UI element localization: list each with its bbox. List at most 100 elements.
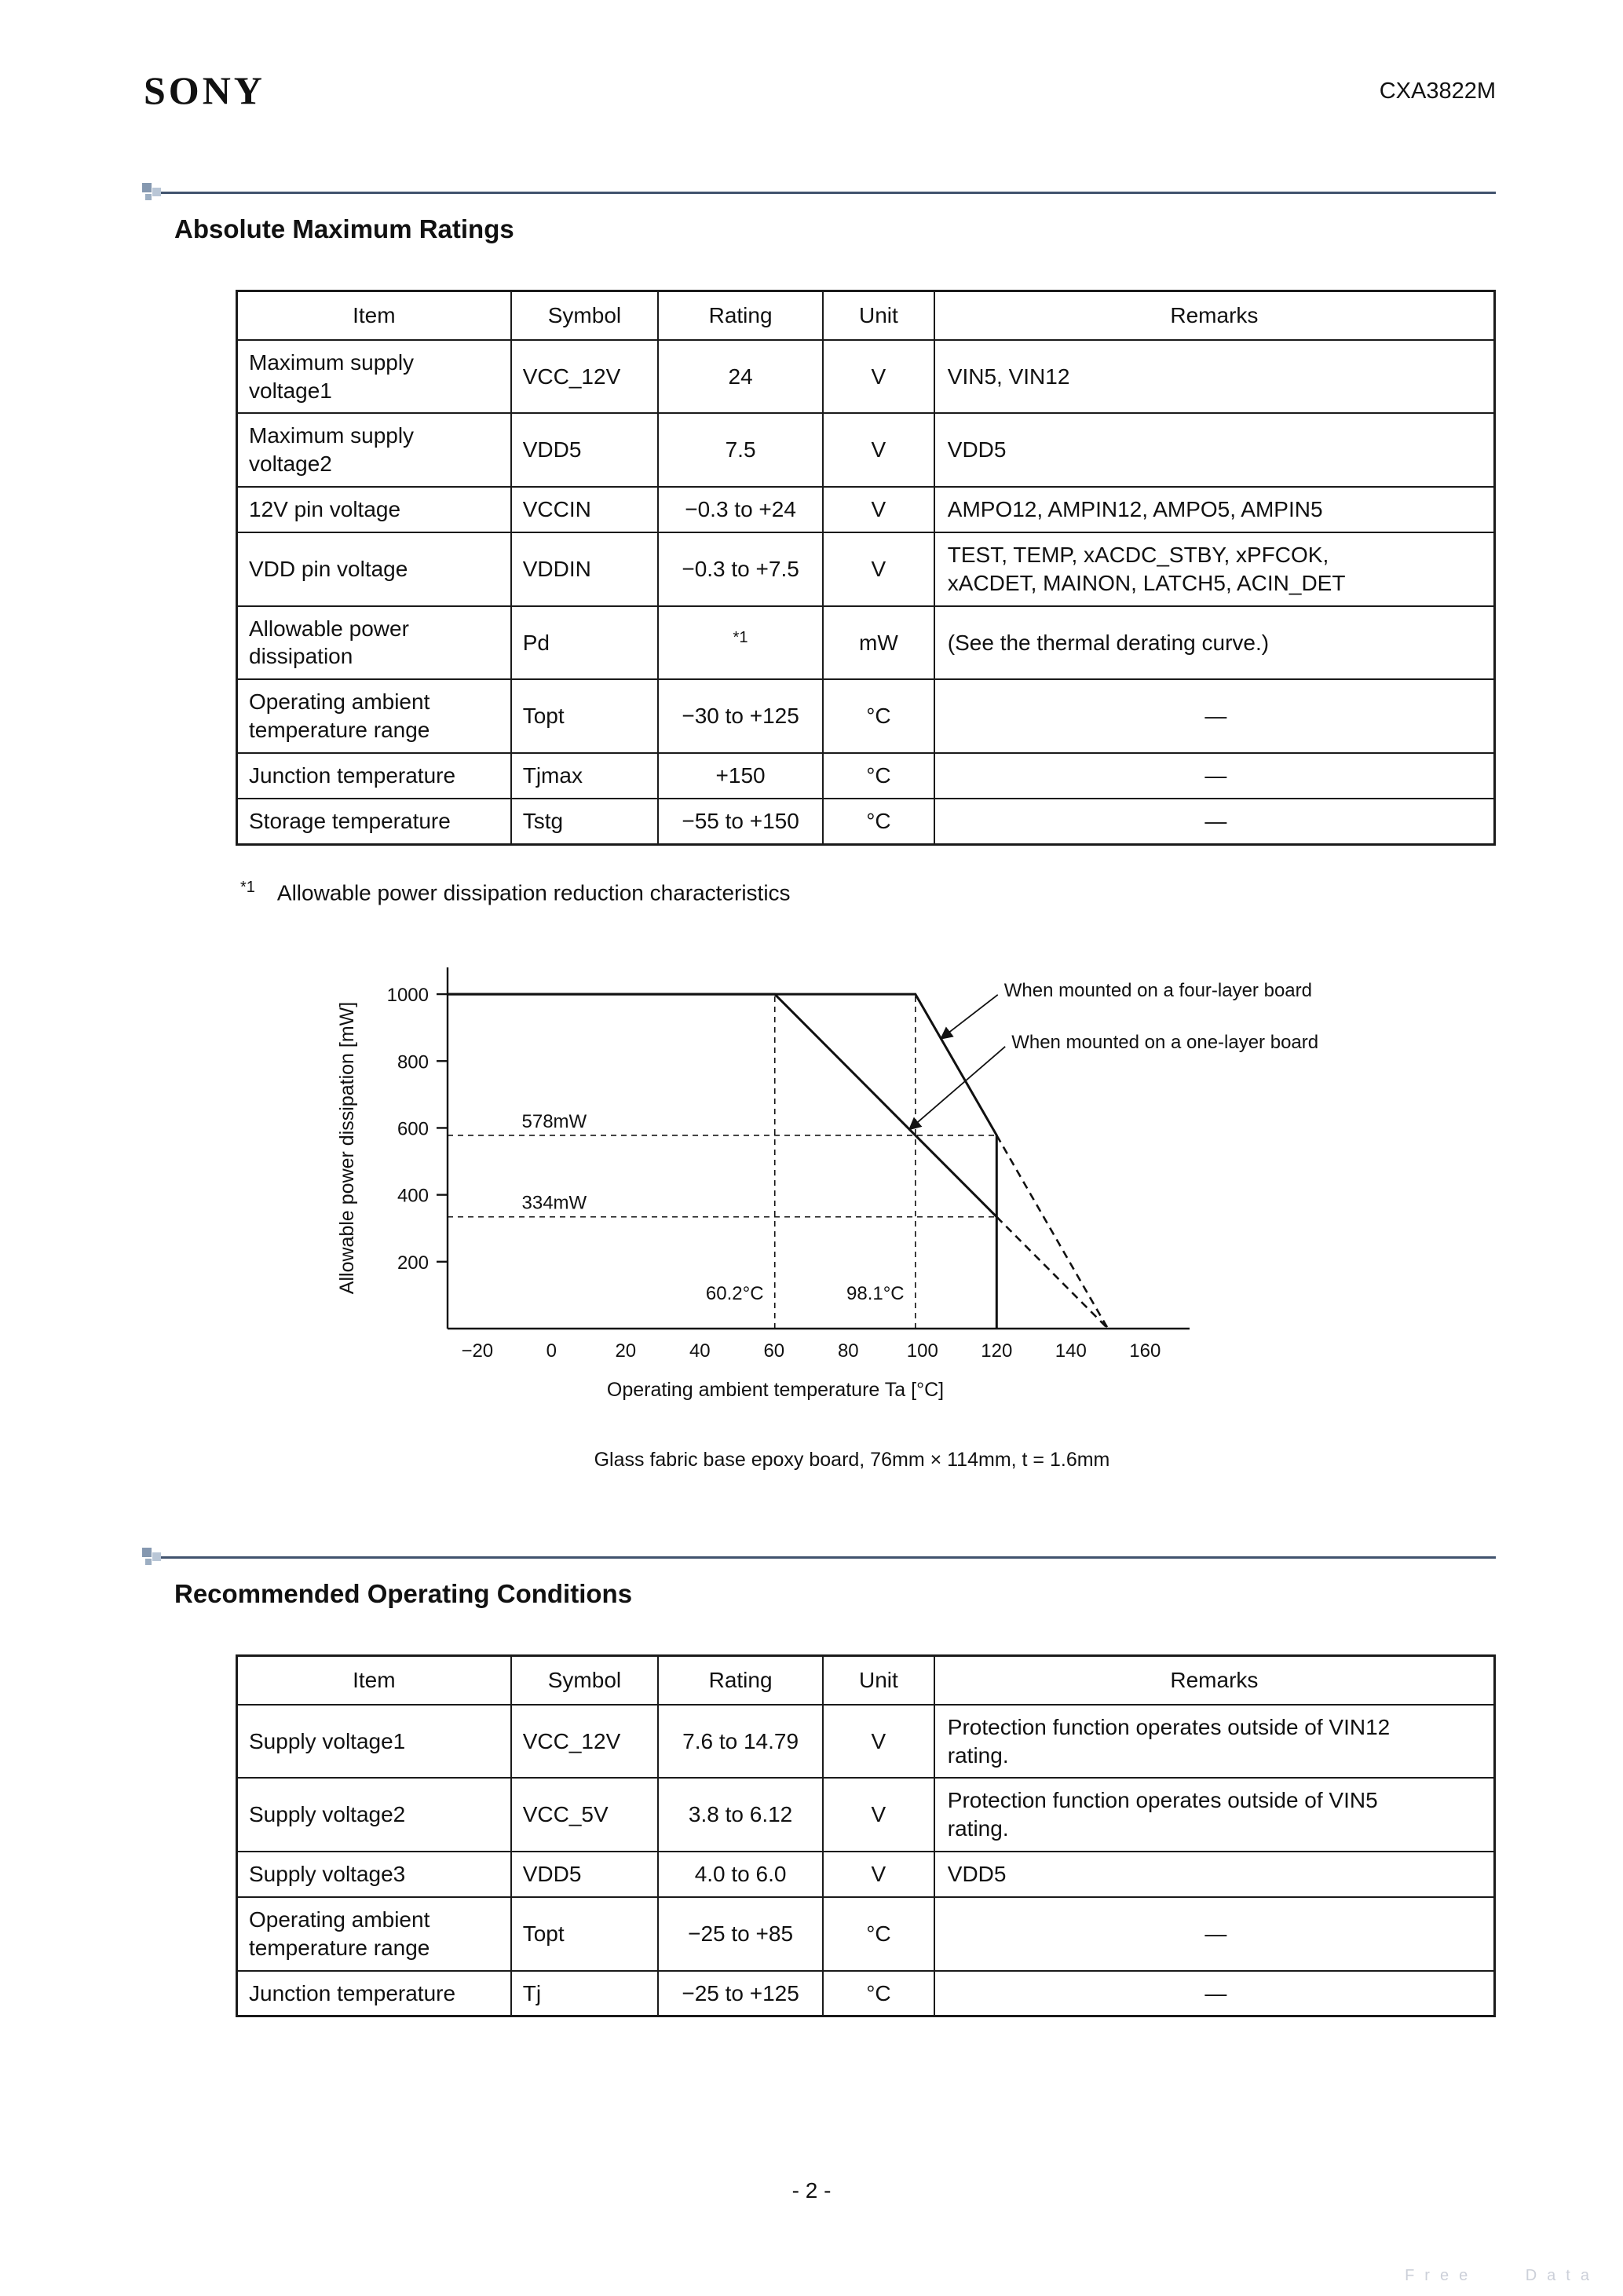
sony-logo: SONY bbox=[144, 68, 265, 112]
page-header: SONY CXA3822M bbox=[144, 68, 1496, 113]
table-cell: V bbox=[822, 1777, 935, 1853]
x-tick-label: 60 bbox=[763, 1340, 784, 1362]
table-cell: Tj bbox=[510, 1969, 660, 2017]
table-row: Supply voltage3 VDD5 4.0 to 6.0 V VDD5 bbox=[236, 1851, 1496, 1898]
table-cell: V bbox=[822, 486, 935, 533]
table-cell: Storage temperature bbox=[236, 797, 512, 846]
x-tick-label: 140 bbox=[1055, 1340, 1087, 1362]
y-tick-label: 600 bbox=[397, 1118, 429, 1139]
table-cell: 24 bbox=[657, 338, 824, 415]
table-cell: Supply voltage1 bbox=[236, 1703, 512, 1779]
y-tick-label: 200 bbox=[397, 1252, 429, 1274]
table-cell: Operating ambient temperature range bbox=[236, 678, 512, 754]
one-layer-board-line bbox=[448, 993, 998, 1218]
table-cell: −0.3 to +24 bbox=[657, 486, 824, 533]
table-row: Maximum supply voltage1 VCC_12V 24 V VIN5, V… bbox=[236, 338, 1496, 415]
y-tick-label: 1000 bbox=[387, 985, 429, 1006]
corner-decoration-icon bbox=[142, 1547, 164, 1570]
column-header-rating: Rating bbox=[657, 1654, 824, 1706]
table-row: Operating ambient temperature range Topt −… bbox=[236, 678, 1496, 754]
footnote-marker: *1 bbox=[240, 878, 255, 896]
table-cell: VIN5, VIN12 bbox=[933, 338, 1496, 415]
table-cell: Maximum supply voltage2 bbox=[236, 412, 512, 488]
absolute-maximum-ratings-table: Item Symbol Rating Unit Remarks Maximum supp… bbox=[236, 290, 1496, 846]
x-tick-label: 40 bbox=[689, 1340, 711, 1362]
table-cell: +150 bbox=[657, 751, 824, 799]
table-cell: V bbox=[822, 412, 935, 488]
table-cell: AMPO12, AMPIN12, AMPO5, AMPIN5 bbox=[933, 486, 1496, 533]
x-axis-title: Operating ambient temperature Ta [°C] bbox=[607, 1379, 944, 1401]
derating-chart: 60.2°C 98.1°C 578mW 334mW 200 400 600 800 1000 −2… bbox=[336, 967, 1318, 1401]
table-row: Supply voltage2 VCC_5V 3.8 to 6.12 V Protect… bbox=[236, 1777, 1496, 1853]
table-cell: — bbox=[933, 1969, 1496, 2017]
column-header-unit: Unit bbox=[822, 1654, 935, 1706]
table-cell: 4.0 to 6.0 bbox=[657, 1851, 824, 1898]
y-tick-label: 400 bbox=[397, 1186, 429, 1207]
derating-chart-block: 60.2°C 98.1°C 578mW 334mW 200 400 600 800 1000 −2… bbox=[330, 932, 1374, 1472]
table-cell: — bbox=[933, 797, 1496, 846]
table-cell: V bbox=[822, 1851, 935, 1898]
table-cell: (See the thermal derating curve.) bbox=[933, 605, 1496, 681]
table-cell: 7.6 to 14.79 bbox=[657, 1703, 824, 1779]
section-title-recommended-operating-conditions: Recommended Operating Conditions bbox=[174, 1578, 633, 1608]
footnote-text: Allowable power dissipation reduction ch… bbox=[276, 879, 791, 905]
table-cell: mW bbox=[822, 605, 935, 681]
column-header-symbol: Symbol bbox=[510, 290, 660, 341]
table-cell: Operating ambient temperature range bbox=[236, 1896, 512, 1972]
table-cell: — bbox=[933, 678, 1496, 754]
table-row: Junction temperature Tj −25 to +125 °C — bbox=[236, 1969, 1496, 2017]
table-cell: VDD5 bbox=[510, 412, 660, 488]
ref-hlabel: 578mW bbox=[522, 1111, 587, 1132]
footnote: *1 Allowable power dissipation reduction … bbox=[240, 879, 1623, 905]
y-axis-title: Allowable power dissipation [mW] bbox=[336, 1002, 358, 1294]
ref-vlabel: 98.1°C bbox=[846, 1283, 905, 1304]
x-tick-label: 20 bbox=[615, 1340, 636, 1362]
table-cell: 3.8 to 6.12 bbox=[657, 1777, 824, 1853]
page-number: - 2 - bbox=[791, 2178, 832, 2203]
table-row: Storage temperature Tstg −55 to +150 °C — bbox=[236, 797, 1496, 846]
table-cell: VDD5 bbox=[933, 1851, 1496, 1898]
table-cell: −55 to +150 bbox=[657, 797, 824, 846]
annotation-label: When mounted on a four-layer board bbox=[1004, 980, 1312, 1001]
table-cell: °C bbox=[822, 751, 935, 799]
annotation-leader bbox=[940, 994, 999, 1040]
table-row: 12V pin voltage VCCIN −0.3 to +24 V AMPO12, … bbox=[236, 486, 1496, 533]
annotation-leader bbox=[908, 1046, 1006, 1131]
table-cell: −0.3 to +7.5 bbox=[657, 531, 824, 607]
table-cell: V bbox=[822, 338, 935, 415]
section-title-absolute-maximum-ratings: Absolute Maximum Ratings bbox=[174, 214, 514, 243]
annotation-label: When mounted on a one-layer board bbox=[1011, 1032, 1318, 1053]
section-divider bbox=[142, 183, 1496, 200]
table-cell: Topt bbox=[510, 1896, 660, 1972]
ref-vlabel: 60.2°C bbox=[706, 1283, 764, 1304]
table-cell: Supply voltage2 bbox=[236, 1777, 512, 1853]
x-tick-label: 160 bbox=[1129, 1340, 1161, 1362]
table-cell: Pd bbox=[510, 605, 660, 681]
table-cell: VDD pin voltage bbox=[236, 531, 512, 607]
table-row: Operating ambient temperature range Topt −… bbox=[236, 1896, 1496, 1972]
column-header-symbol: Symbol bbox=[510, 1654, 660, 1706]
column-header-unit: Unit bbox=[822, 290, 935, 341]
ref-hlabel: 334mW bbox=[522, 1193, 587, 1214]
table-row: VDD pin voltage VDDIN −0.3 to +7.5 V TEST, T… bbox=[236, 531, 1496, 607]
x-tick-label: 100 bbox=[907, 1340, 938, 1362]
table-cell: Junction temperature bbox=[236, 1969, 512, 2017]
table-cell: VCC_12V bbox=[510, 338, 660, 415]
table-row: Maximum supply voltage2 VDD5 7.5 V VDD5 bbox=[236, 412, 1496, 488]
table-cell: VDDIN bbox=[510, 531, 660, 607]
table-cell: VCC_5V bbox=[510, 1777, 660, 1853]
table-cell: *1 bbox=[657, 605, 824, 681]
table-cell: °C bbox=[822, 1896, 935, 1972]
column-header-remarks: Remarks bbox=[933, 1654, 1496, 1706]
table-header-row: Item Symbol Rating Unit Remarks bbox=[236, 290, 1496, 341]
table-cell: Allowable power dissipation bbox=[236, 605, 512, 681]
y-tick-label: 800 bbox=[397, 1051, 429, 1073]
table-row: Allowable power dissipation Pd *1 mW (See th… bbox=[236, 605, 1496, 681]
table-cell: — bbox=[933, 751, 1496, 799]
column-header-item: Item bbox=[236, 290, 512, 341]
x-tick-label: 120 bbox=[981, 1340, 1012, 1362]
x-tick-label: −20 bbox=[461, 1340, 493, 1362]
column-header-remarks: Remarks bbox=[933, 290, 1496, 341]
table-row: Junction temperature Tjmax +150 °C — bbox=[236, 751, 1496, 799]
